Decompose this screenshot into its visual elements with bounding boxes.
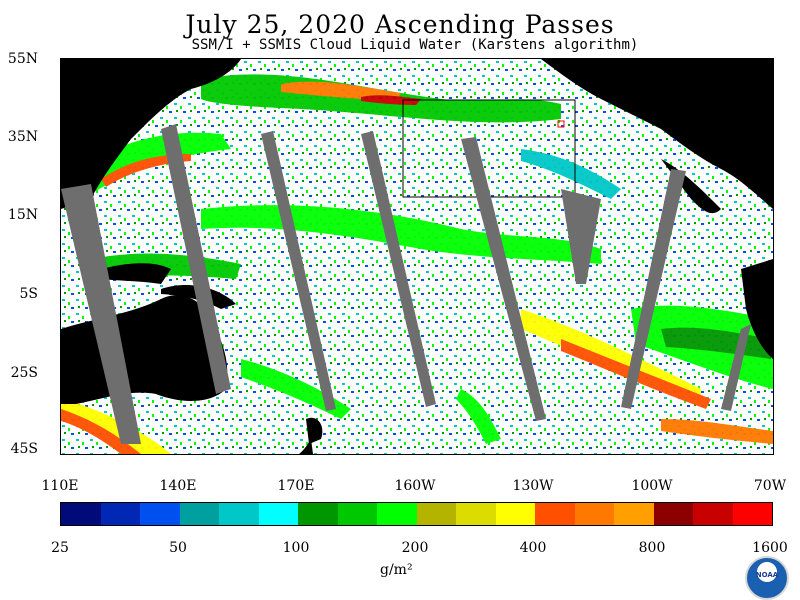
colorbar-segment bbox=[100, 503, 140, 525]
lat-label: 55N bbox=[7, 51, 38, 67]
lon-label: 100W bbox=[631, 478, 673, 494]
lat-label: 15N bbox=[7, 207, 38, 223]
colorbar-tick: 400 bbox=[519, 540, 547, 556]
colorbar-tick: 1600 bbox=[752, 540, 788, 556]
colorbar-segment bbox=[732, 503, 772, 525]
lat-label: 35N bbox=[7, 129, 38, 145]
cloud-water-map bbox=[61, 59, 773, 454]
colorbar bbox=[60, 502, 773, 526]
colorbar-segment bbox=[61, 503, 101, 525]
map-subtitle: SSM/I + SSMIS Cloud Liquid Water (Karste… bbox=[191, 37, 639, 53]
colorbar-segment bbox=[693, 503, 733, 525]
colorbar-segment bbox=[179, 503, 219, 525]
marker-square bbox=[557, 120, 565, 128]
colorbar-segment bbox=[219, 503, 259, 525]
colorbar-tick: 25 bbox=[51, 540, 69, 556]
colorbar-tick: 100 bbox=[282, 540, 310, 556]
colorbar-segment bbox=[653, 503, 693, 525]
colorbar-unit: g/m² bbox=[380, 562, 413, 578]
colorbar-segment bbox=[337, 503, 377, 525]
south-america-land bbox=[741, 259, 773, 359]
map-panel bbox=[60, 58, 774, 455]
lat-label: 45S bbox=[10, 441, 38, 457]
lat-label: 5S bbox=[19, 286, 39, 302]
lon-label: 140E bbox=[159, 478, 197, 494]
map-title: July 25, 2020 Ascending Passes bbox=[185, 10, 615, 39]
colorbar-segment bbox=[495, 503, 535, 525]
north-america-land bbox=[541, 59, 773, 209]
colorbar-segment bbox=[416, 503, 456, 525]
colorbar-segment bbox=[258, 503, 298, 525]
colorbar-segment bbox=[140, 503, 180, 525]
colorbar-segment bbox=[535, 503, 575, 525]
lon-label: 160W bbox=[394, 478, 436, 494]
colorbar-tick: 50 bbox=[169, 540, 187, 556]
colorbar-segment bbox=[614, 503, 654, 525]
asia-land bbox=[61, 59, 241, 209]
colorbar-segment bbox=[574, 503, 614, 525]
lon-label: 110E bbox=[41, 478, 79, 494]
colorbar-tick: 800 bbox=[638, 540, 666, 556]
lon-label: 130W bbox=[512, 478, 554, 494]
colorbar-segment bbox=[298, 503, 338, 525]
colorbar-tick: 200 bbox=[401, 540, 429, 556]
lon-label: 170E bbox=[277, 478, 315, 494]
noaa-logo[interactable]: NOAA bbox=[745, 556, 789, 600]
noaa-logo-text: NOAA bbox=[755, 571, 779, 579]
colorbar-segment bbox=[377, 503, 417, 525]
colorbar-segment bbox=[456, 503, 496, 525]
lat-label: 25S bbox=[10, 365, 38, 381]
orbit-gaps bbox=[61, 124, 751, 444]
lon-label: 70W bbox=[753, 478, 787, 494]
